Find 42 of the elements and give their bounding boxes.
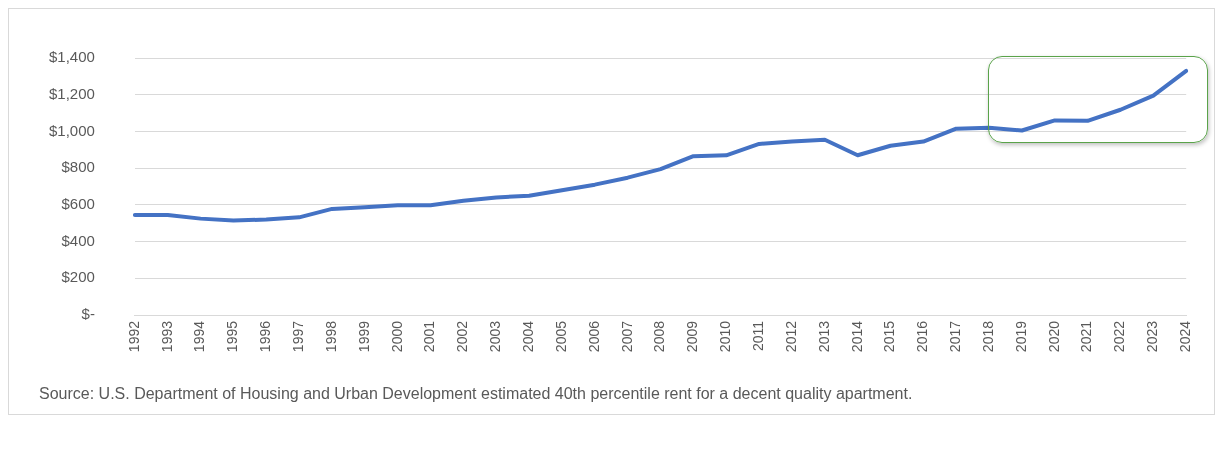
x-tick-label: 1992 xyxy=(125,320,142,353)
x-tick-label: 2021 xyxy=(1078,320,1095,353)
x-tick-label: 1998 xyxy=(322,320,339,353)
x-tick-label: 1999 xyxy=(355,320,372,353)
y-tick-label: $- xyxy=(81,305,95,323)
x-tick-label: 2011 xyxy=(749,320,766,352)
y-tick-label: $400 xyxy=(61,231,95,249)
x-tick-label: 2023 xyxy=(1144,320,1161,353)
x-tick-label: 2015 xyxy=(881,320,898,353)
y-tick-label: $600 xyxy=(61,195,95,212)
x-tick-label: 2018 xyxy=(979,320,996,353)
x-tick-label: 1997 xyxy=(290,320,307,353)
x-tick-label: 2007 xyxy=(618,320,635,353)
x-tick-label: 2020 xyxy=(1045,320,1062,353)
x-tick-label: 1995 xyxy=(224,320,241,353)
x-tick-label: 2024 xyxy=(1177,320,1194,353)
x-tick-label: 2006 xyxy=(585,320,602,353)
x-tick-label: 2008 xyxy=(651,320,668,353)
x-tick-label: 2009 xyxy=(684,320,701,353)
x-tick-label: 2004 xyxy=(519,320,536,353)
x-tick-label: 2017 xyxy=(947,320,964,353)
x-tick-label: 2013 xyxy=(815,320,832,353)
y-tick-label: $1,000 xyxy=(48,121,95,139)
y-tick-label: $1,200 xyxy=(48,84,95,102)
x-tick-label: 2005 xyxy=(552,320,569,353)
x-tick-label: 2014 xyxy=(848,320,865,353)
x-tick-label: 2022 xyxy=(1111,320,1128,353)
y-tick-label: $200 xyxy=(61,268,95,286)
x-tick-label: 1993 xyxy=(158,320,175,353)
x-tick-label: 2001 xyxy=(421,320,438,353)
x-tick-label: 2010 xyxy=(717,320,734,353)
x-tick-label: 1994 xyxy=(191,320,208,353)
x-tick-label: 2000 xyxy=(388,320,405,353)
x-tick-label: 2019 xyxy=(1012,320,1029,353)
x-tick-label: 2002 xyxy=(454,320,471,353)
x-tick-label: 2003 xyxy=(487,320,504,353)
y-tick-label: $1,400 xyxy=(48,48,95,66)
x-tick-label: 2016 xyxy=(914,320,931,353)
x-tick-label: 1996 xyxy=(257,320,274,353)
x-tick-label: 2012 xyxy=(782,320,799,353)
source-note: Source: U.S. Department of Housing and Urban Development estimated 40th percentile rent for a decent quality apartment. xyxy=(39,384,914,404)
y-tick-label: $800 xyxy=(61,158,95,176)
